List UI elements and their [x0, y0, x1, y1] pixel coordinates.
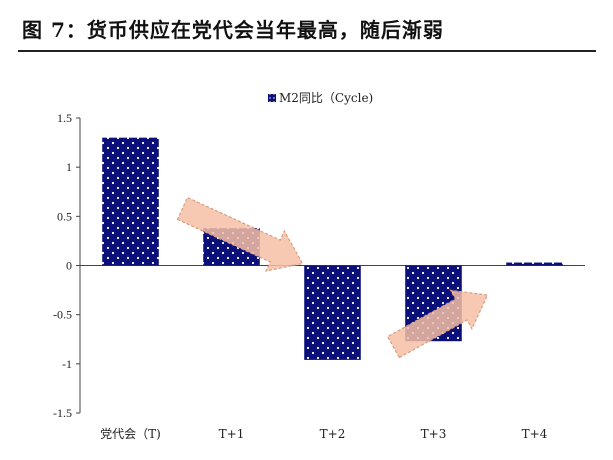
x-tick-label: T+1	[219, 427, 245, 441]
x-tick-label: 党代会（T)	[100, 426, 161, 441]
y-tick-label: -1	[62, 357, 72, 371]
trend-arrow	[176, 196, 304, 272]
x-tick-label: T+2	[320, 427, 346, 441]
y-tick-label: 1.5	[57, 111, 72, 125]
y-tick-label: 0.5	[57, 209, 72, 223]
legend-label: M2同比（Cycle)	[279, 91, 373, 105]
bar	[506, 262, 563, 266]
trend-arrows	[176, 196, 489, 359]
bar	[304, 265, 361, 360]
x-tick-label: T+4	[522, 427, 548, 441]
y-tick-label: -1.5	[53, 406, 72, 420]
title-rule	[18, 50, 596, 52]
figure-title: 图 7：货币供应在党代会当年最高，随后渐弱	[22, 18, 444, 42]
y-tick-label: 0	[66, 259, 72, 273]
y-tick-label: 1	[66, 160, 72, 174]
legend: M2同比（Cycle)	[268, 91, 373, 105]
x-tick-label: T+3	[421, 427, 447, 441]
y-tick-label: -0.5	[53, 308, 72, 322]
legend-swatch	[268, 94, 276, 102]
trend-arrow	[386, 289, 489, 359]
bar	[102, 137, 159, 266]
